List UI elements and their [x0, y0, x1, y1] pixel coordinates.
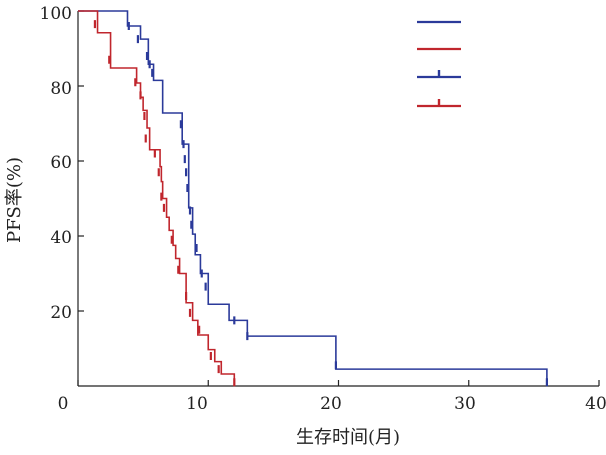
legend: [417, 20, 461, 108]
x-tick-label-30: 30: [454, 394, 476, 414]
y-tick-label-60: 60: [50, 153, 72, 173]
plot-area: [78, 10, 549, 387]
y-tick-label-40: 40: [50, 228, 72, 248]
x-tick-label-10: 10: [186, 394, 208, 414]
series-1-line: [78, 10, 548, 386]
series-2-line: [78, 10, 236, 386]
x-tick-label-40: 40: [585, 394, 606, 414]
x-axis-title: 生存时间(月): [296, 427, 400, 448]
axes: [77, 10, 600, 387]
x-tick-label-0: 0: [58, 394, 69, 414]
x-tick-label-20: 20: [320, 394, 342, 414]
y-tick-label-100: 100: [40, 4, 72, 24]
y-axis-title: PFS率(%): [4, 157, 25, 243]
y-tick-label-20: 20: [50, 303, 72, 323]
y-tick-label-80: 80: [50, 79, 72, 99]
